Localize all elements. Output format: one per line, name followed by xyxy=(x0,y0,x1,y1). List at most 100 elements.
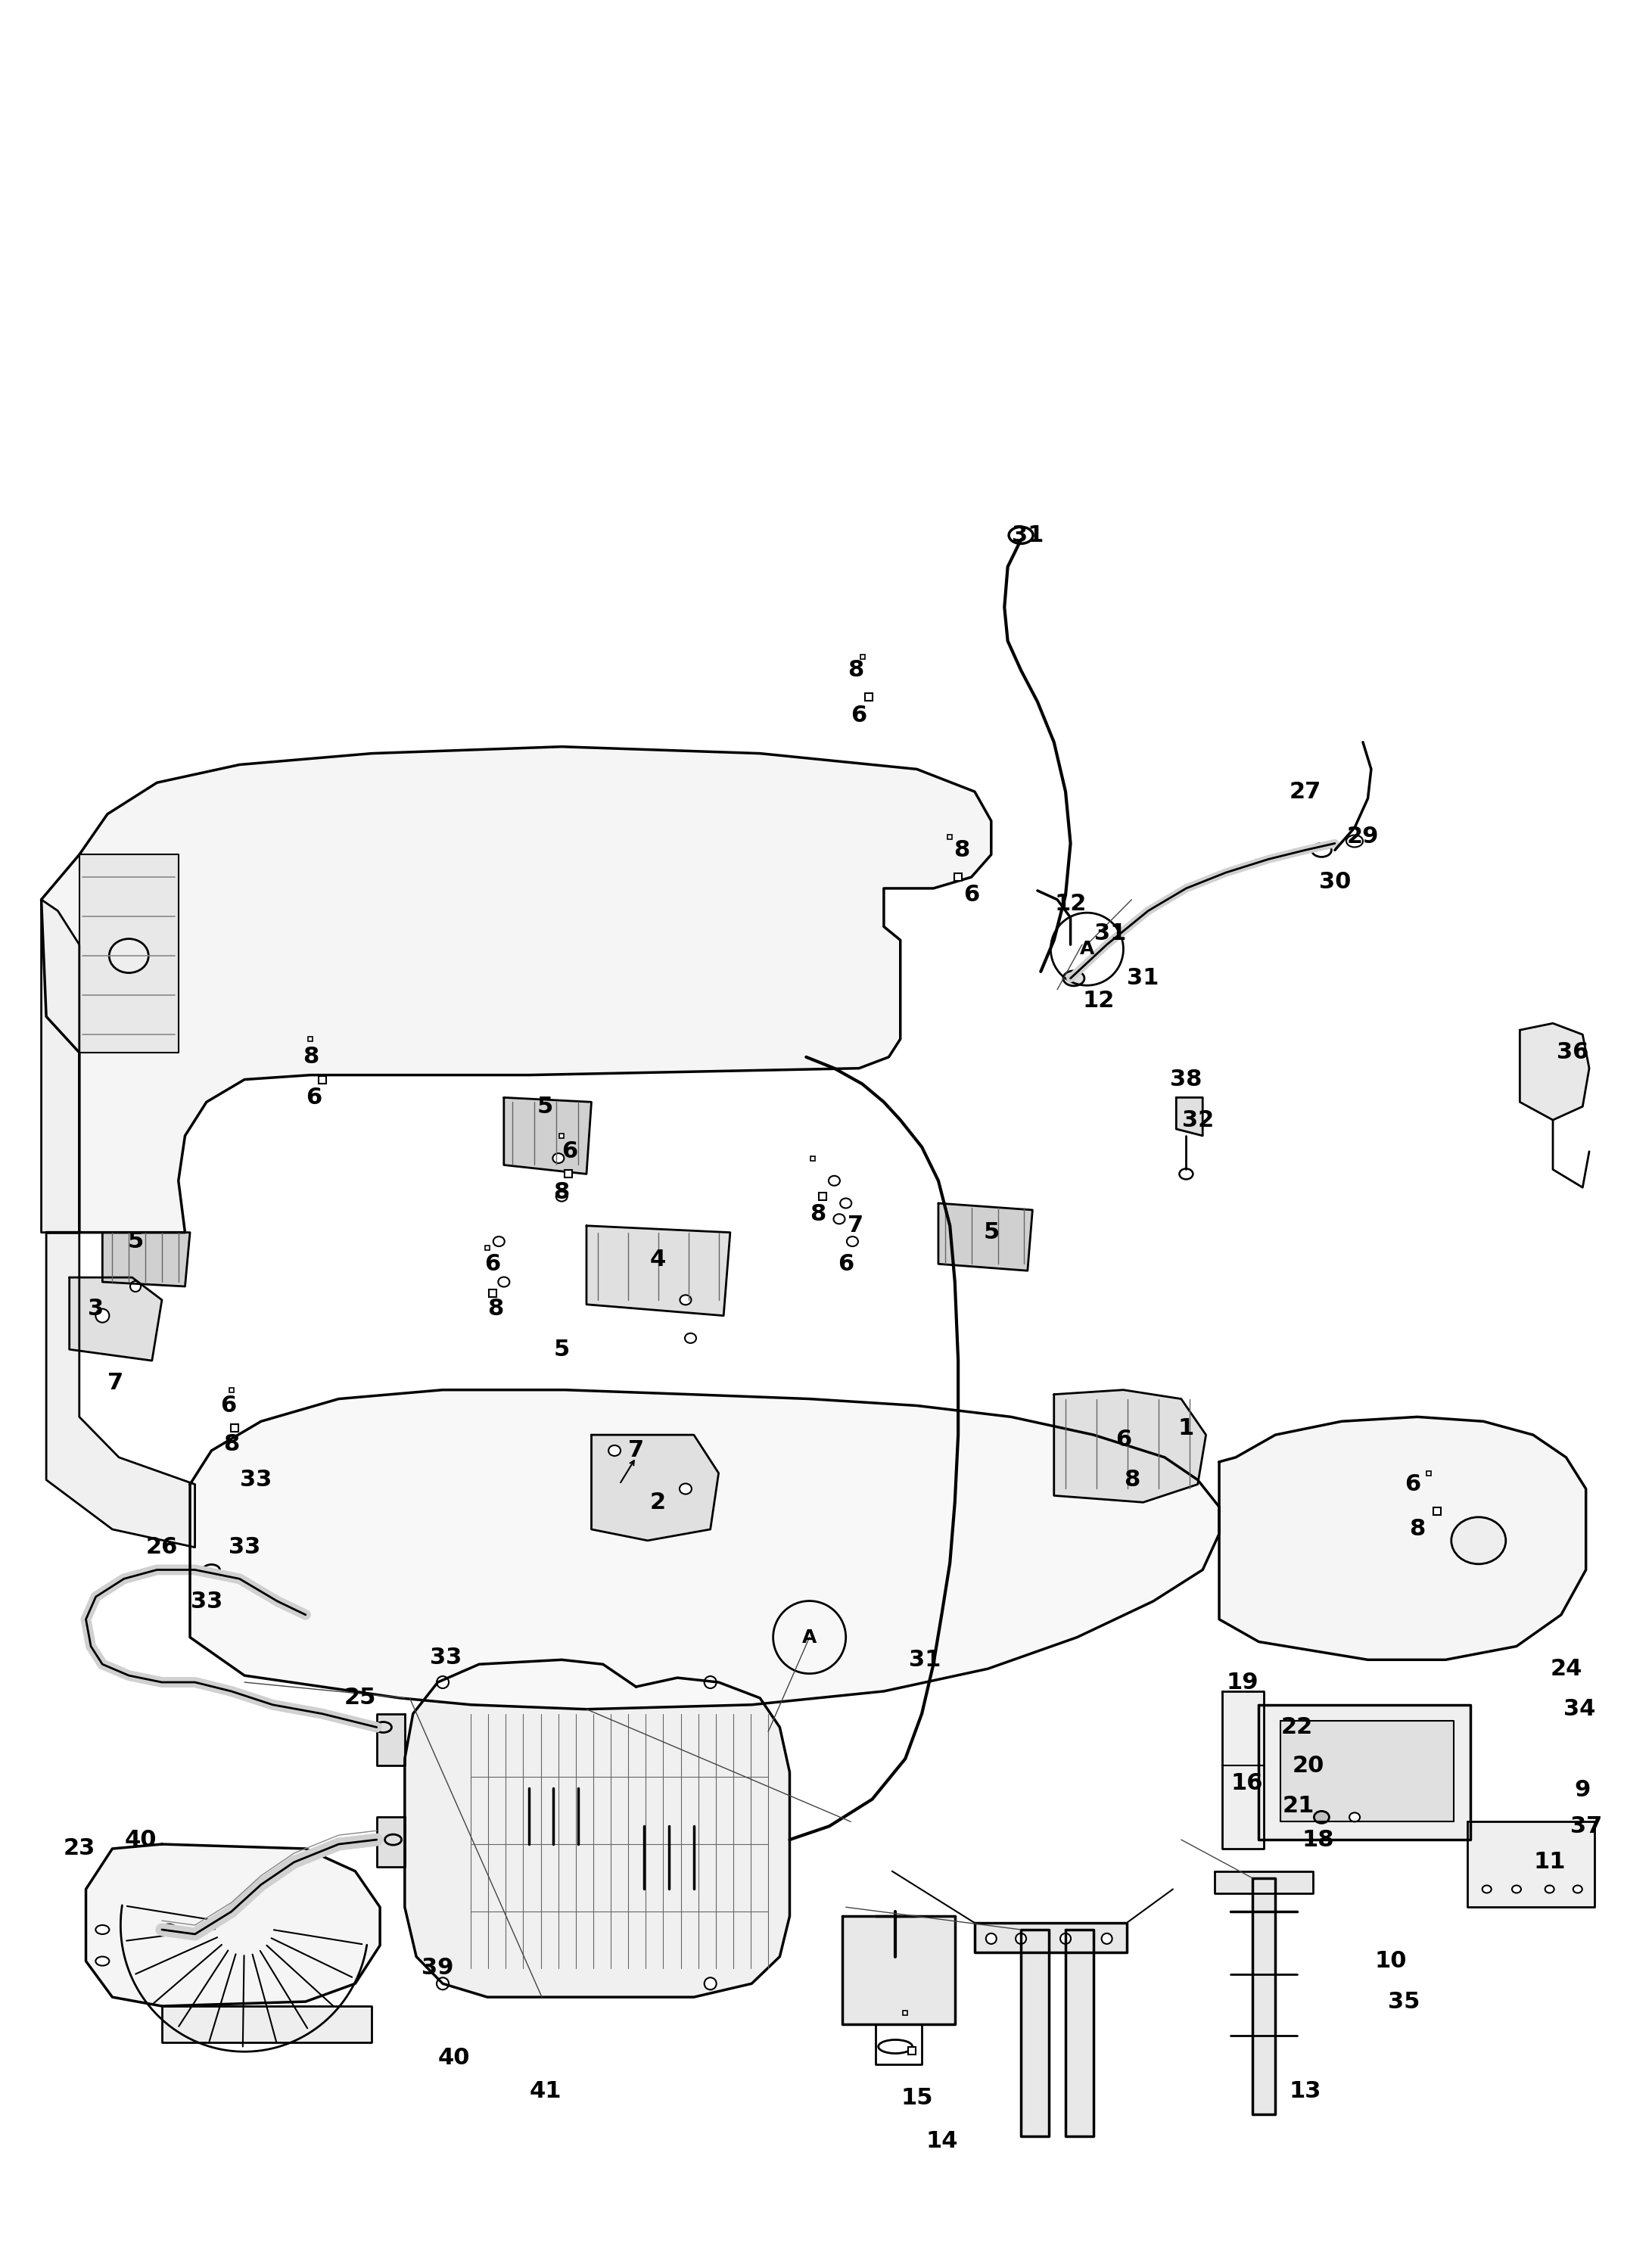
Text: 38: 38 xyxy=(1170,1068,1203,1091)
Polygon shape xyxy=(79,855,178,1053)
Polygon shape xyxy=(405,1660,790,1997)
Polygon shape xyxy=(1176,1098,1203,1136)
Ellipse shape xyxy=(96,1957,109,1966)
Text: 6: 6 xyxy=(484,1253,501,1275)
Ellipse shape xyxy=(829,1176,839,1185)
Ellipse shape xyxy=(1313,1810,1330,1824)
Polygon shape xyxy=(69,1277,162,1361)
Polygon shape xyxy=(377,1714,405,1765)
Ellipse shape xyxy=(1102,1934,1112,1943)
Text: 23: 23 xyxy=(63,1837,96,1860)
Polygon shape xyxy=(1520,1023,1589,1120)
Text: 8: 8 xyxy=(223,1433,240,1455)
Text: 34: 34 xyxy=(1563,1698,1596,1720)
Ellipse shape xyxy=(679,1484,692,1493)
Text: 6: 6 xyxy=(562,1140,578,1163)
Text: 18: 18 xyxy=(1302,1828,1335,1851)
Text: A: A xyxy=(1080,940,1094,958)
Text: 1: 1 xyxy=(1178,1417,1194,1439)
Text: 30: 30 xyxy=(1318,870,1351,893)
Text: 6: 6 xyxy=(1404,1473,1421,1496)
Ellipse shape xyxy=(847,1237,857,1246)
Polygon shape xyxy=(1280,1720,1454,1822)
Ellipse shape xyxy=(1573,1885,1583,1894)
Text: 7: 7 xyxy=(628,1439,644,1462)
Text: 4: 4 xyxy=(649,1248,666,1271)
Text: 32: 32 xyxy=(1181,1109,1214,1131)
Text: 7: 7 xyxy=(107,1372,124,1394)
Text: 8: 8 xyxy=(953,839,970,861)
Text: 9: 9 xyxy=(1574,1779,1591,1801)
Polygon shape xyxy=(1054,1390,1206,1502)
Text: 22: 22 xyxy=(1280,1716,1313,1738)
Polygon shape xyxy=(938,1203,1032,1271)
Text: 8: 8 xyxy=(487,1298,504,1320)
Text: 27: 27 xyxy=(1289,780,1322,803)
Text: 8: 8 xyxy=(553,1181,570,1203)
Text: 6: 6 xyxy=(306,1086,322,1109)
Text: 33: 33 xyxy=(240,1469,273,1491)
Text: 6: 6 xyxy=(963,884,980,906)
Text: 6: 6 xyxy=(1115,1428,1132,1451)
Text: 36: 36 xyxy=(1556,1041,1589,1064)
Text: 6: 6 xyxy=(220,1394,236,1417)
Text: 6: 6 xyxy=(838,1253,854,1275)
Text: 8: 8 xyxy=(809,1203,826,1226)
Polygon shape xyxy=(1252,1878,1275,2114)
Text: 21: 21 xyxy=(1282,1795,1315,1817)
Polygon shape xyxy=(162,2006,372,2042)
Text: 26: 26 xyxy=(145,1536,178,1559)
Text: 39: 39 xyxy=(421,1957,454,1979)
Ellipse shape xyxy=(686,1334,695,1343)
Text: 8: 8 xyxy=(1123,1469,1140,1491)
Text: 41: 41 xyxy=(529,2080,562,2103)
Ellipse shape xyxy=(553,1154,563,1163)
Text: 13: 13 xyxy=(1289,2080,1322,2103)
Text: 16: 16 xyxy=(1231,1772,1264,1795)
Text: 31: 31 xyxy=(1094,922,1127,945)
Text: 14: 14 xyxy=(925,2130,958,2152)
Polygon shape xyxy=(86,1844,380,2006)
Polygon shape xyxy=(843,1916,955,2024)
Polygon shape xyxy=(1219,1417,1586,1660)
Ellipse shape xyxy=(681,1295,691,1304)
Polygon shape xyxy=(46,1232,195,1547)
Text: 25: 25 xyxy=(344,1687,377,1709)
Polygon shape xyxy=(41,747,991,1232)
Ellipse shape xyxy=(1350,1813,1360,1822)
Text: 3: 3 xyxy=(88,1298,104,1320)
Text: 5: 5 xyxy=(983,1221,999,1244)
Polygon shape xyxy=(975,1923,1127,1952)
Ellipse shape xyxy=(494,1237,504,1246)
Text: 5: 5 xyxy=(553,1338,570,1361)
Ellipse shape xyxy=(1452,1518,1505,1563)
Text: 20: 20 xyxy=(1292,1754,1325,1777)
Text: 8: 8 xyxy=(847,659,864,681)
Text: 19: 19 xyxy=(1226,1671,1259,1693)
Ellipse shape xyxy=(1512,1885,1521,1894)
Text: 37: 37 xyxy=(1569,1815,1602,1837)
Text: 12: 12 xyxy=(1054,893,1087,915)
Text: 35: 35 xyxy=(1388,1990,1421,2013)
Ellipse shape xyxy=(436,1676,449,1689)
Polygon shape xyxy=(1467,1822,1594,1907)
Text: 2: 2 xyxy=(649,1491,666,1514)
Ellipse shape xyxy=(986,1934,996,1943)
Text: 7: 7 xyxy=(847,1214,864,1237)
Ellipse shape xyxy=(608,1446,621,1455)
Text: A: A xyxy=(803,1628,816,1646)
Text: 31: 31 xyxy=(1127,967,1160,990)
Polygon shape xyxy=(102,1232,190,1286)
Ellipse shape xyxy=(96,1309,109,1322)
Text: 24: 24 xyxy=(1550,1658,1583,1680)
Text: 33: 33 xyxy=(228,1536,261,1559)
Polygon shape xyxy=(1222,1691,1264,1849)
Ellipse shape xyxy=(1482,1885,1492,1894)
Ellipse shape xyxy=(557,1192,567,1201)
Text: 29: 29 xyxy=(1346,825,1379,848)
Ellipse shape xyxy=(109,938,149,974)
Ellipse shape xyxy=(1545,1885,1555,1894)
Polygon shape xyxy=(504,1098,591,1174)
Ellipse shape xyxy=(834,1214,844,1223)
Polygon shape xyxy=(377,1817,405,1867)
